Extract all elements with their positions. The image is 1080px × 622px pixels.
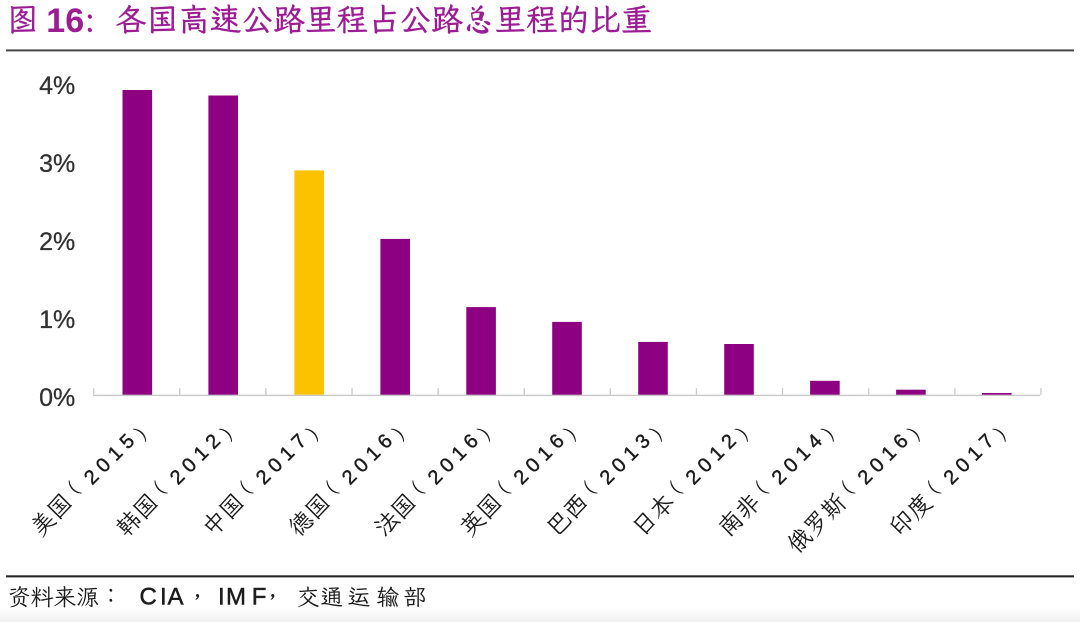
svg-text:M: M — [226, 583, 246, 610]
svg-text:16: 16 — [46, 2, 84, 40]
svg-text:I: I — [160, 583, 167, 610]
svg-text:2%: 2% — [39, 228, 75, 256]
svg-text:3%: 3% — [39, 150, 75, 178]
svg-text:I: I — [218, 583, 225, 610]
svg-text:1%: 1% — [39, 306, 75, 334]
svg-text:C: C — [140, 583, 157, 610]
svg-text:A: A — [168, 583, 184, 610]
svg-text:F: F — [252, 583, 267, 610]
svg-text:4%: 4% — [39, 72, 75, 100]
svg-text:0%: 0% — [39, 384, 75, 412]
